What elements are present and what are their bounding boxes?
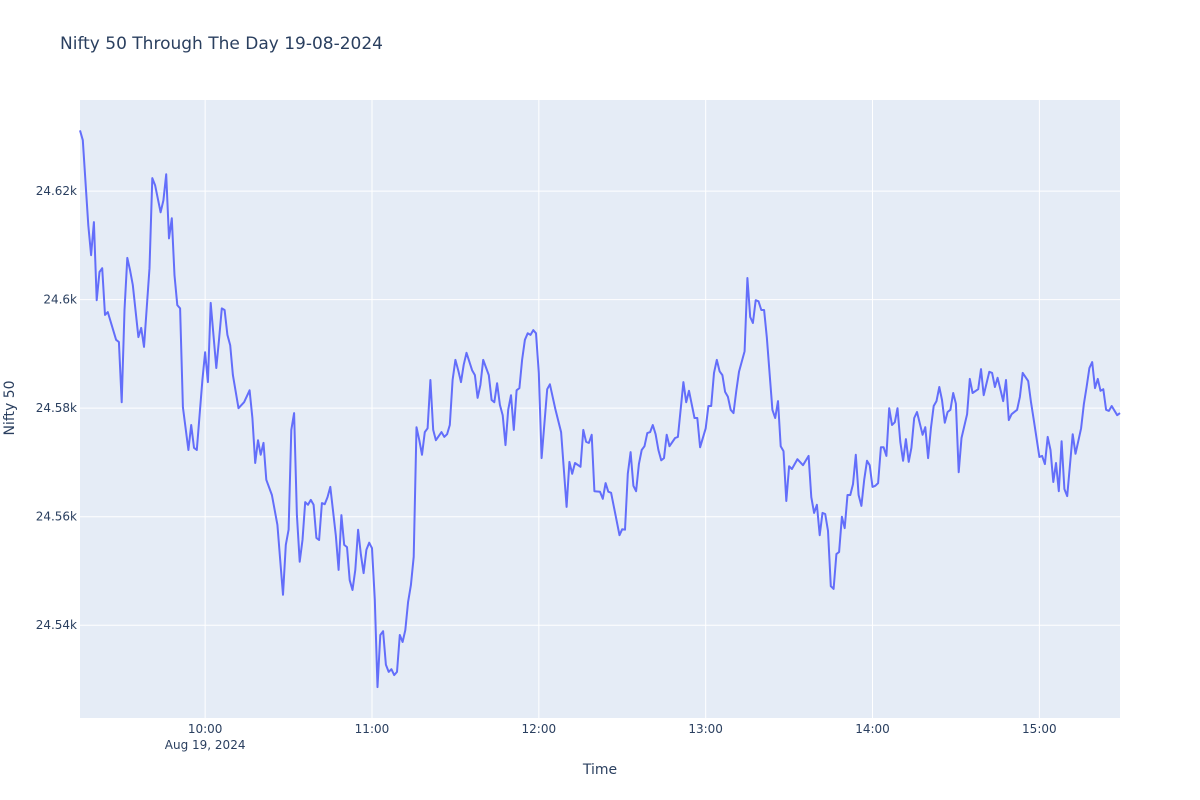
- y-tick-label: 24.62k: [36, 184, 77, 198]
- y-axis-title: Nifty 50: [2, 380, 18, 436]
- x-tick-label: 12:00: [522, 722, 557, 736]
- x-tick-label: 10:00: [188, 722, 223, 736]
- series-line-nifty-50: [79, 130, 1121, 689]
- y-tick-label: 24.56k: [36, 510, 77, 524]
- x-tick-label: 11:00: [355, 722, 390, 736]
- y-tick-label: 24.58k: [36, 401, 77, 415]
- y-tick-label: 24.6k: [43, 293, 77, 307]
- x-tick-label: 14:00: [855, 722, 890, 736]
- x-axis-title: Time: [582, 762, 618, 778]
- plot-area: [80, 100, 1120, 718]
- x-tick-label: 13:00: [688, 722, 723, 736]
- chart-title: Nifty 50 Through The Day 19-08-2024: [60, 34, 383, 54]
- x-tick-sublabel: Aug 19, 2024: [165, 738, 246, 752]
- y-tick-label: 24.54k: [36, 618, 77, 632]
- x-tick-label: 15:00: [1022, 722, 1057, 736]
